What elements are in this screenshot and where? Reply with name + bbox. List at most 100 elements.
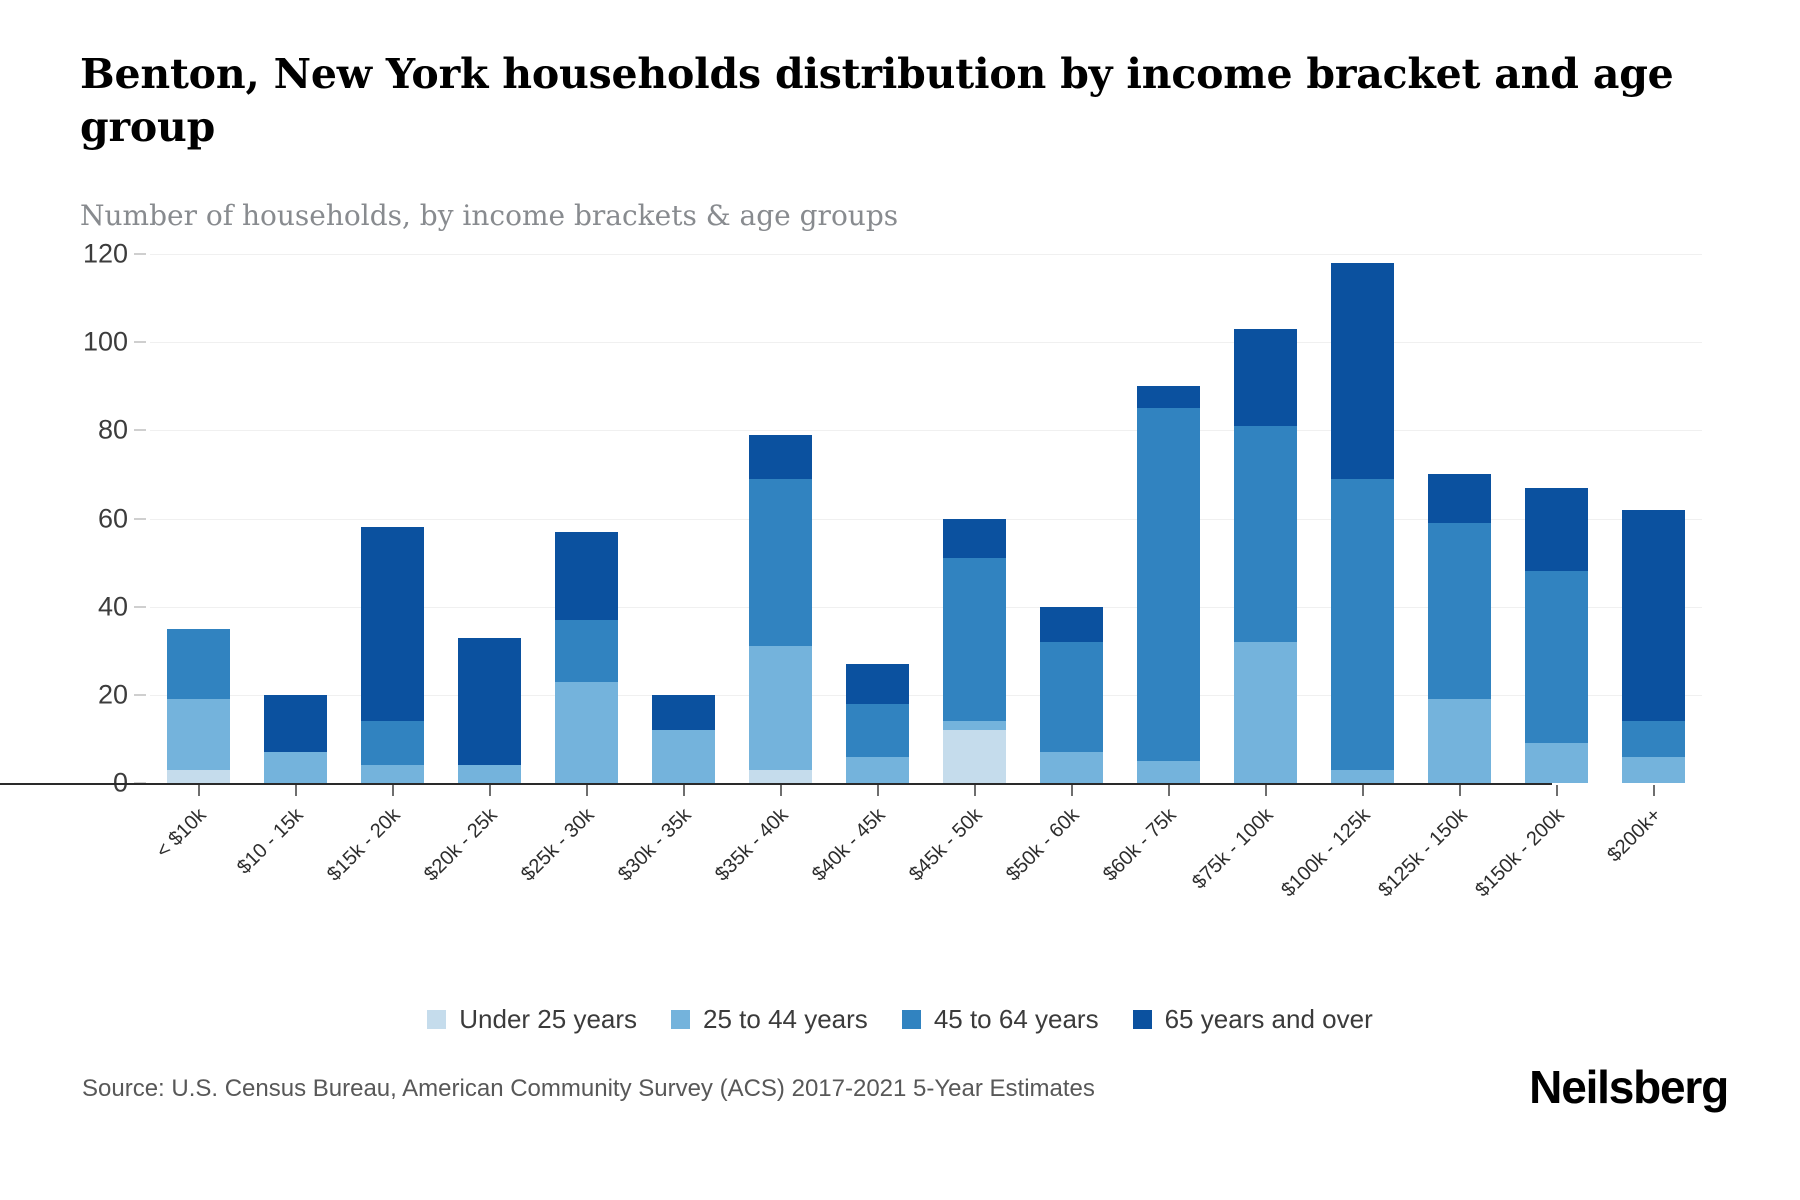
bar-segment[interactable] [1234, 328, 1297, 426]
bar-segment[interactable] [1525, 743, 1588, 783]
stacked-bar[interactable] [846, 664, 909, 783]
bar-segment[interactable] [1525, 487, 1588, 572]
stacked-bar[interactable] [1622, 509, 1685, 783]
bar-segment[interactable] [943, 518, 1006, 559]
stacked-bar[interactable] [1525, 487, 1588, 783]
bar-segment[interactable] [555, 531, 618, 620]
bar-segment[interactable] [458, 637, 521, 766]
bar-segment[interactable] [1331, 769, 1394, 783]
bar-group[interactable] [1314, 254, 1411, 783]
x-tick-slot [1314, 785, 1411, 799]
legend-item[interactable]: 65 years and over [1132, 1004, 1373, 1035]
bar-segment[interactable] [652, 694, 715, 731]
y-axis-tick-label: 80 [97, 414, 128, 445]
bar-segment[interactable] [846, 664, 909, 704]
stacked-bar[interactable] [943, 518, 1006, 783]
stacked-bar[interactable] [1428, 474, 1491, 783]
x-tick-slot [926, 785, 1023, 799]
bar-segment[interactable] [943, 558, 1006, 722]
bar-segment[interactable] [167, 769, 230, 783]
bar-segment[interactable] [1234, 425, 1297, 642]
bar-group[interactable] [732, 254, 829, 783]
x-axis-tick-mark [1652, 785, 1655, 796]
bar-segment[interactable] [361, 765, 424, 783]
bar-segment[interactable] [943, 730, 1006, 783]
y-axis-tick-mark [134, 253, 146, 255]
bar-segment[interactable] [1331, 478, 1394, 770]
bar-segment[interactable] [749, 646, 812, 770]
bar-group[interactable] [1217, 254, 1314, 783]
y-axis-tick-mark [134, 693, 146, 696]
bar-segment[interactable] [846, 756, 909, 783]
bar-segment[interactable] [1622, 509, 1685, 722]
stacked-bar[interactable] [555, 531, 618, 783]
x-label-slot: $50k - 60k [1001, 800, 1120, 910]
bar-segment[interactable] [846, 703, 909, 757]
bar-segment[interactable] [1040, 606, 1103, 642]
stacked-bar[interactable] [1331, 262, 1394, 783]
x-label-slot: $60k - 75k [1098, 800, 1217, 910]
bar-segment[interactable] [1525, 571, 1588, 744]
bar-group[interactable] [247, 254, 344, 783]
bar-group[interactable] [1605, 254, 1702, 783]
x-axis-tick-mark [391, 785, 394, 796]
bar-segment[interactable] [1428, 699, 1491, 783]
stacked-bar[interactable] [264, 694, 327, 783]
bar-segment[interactable] [1137, 408, 1200, 761]
bar-segment[interactable] [749, 769, 812, 783]
bar-segment[interactable] [1622, 721, 1685, 757]
x-label-slot: $150k - 200k [1471, 800, 1605, 910]
bar-group[interactable] [635, 254, 732, 783]
bar-group[interactable] [150, 254, 247, 783]
x-tick-slot [1120, 785, 1217, 799]
legend-item[interactable]: 25 to 44 years [671, 1004, 868, 1035]
bar-group[interactable] [1023, 254, 1120, 783]
stacked-bar[interactable] [458, 637, 521, 783]
bar-segment[interactable] [361, 527, 424, 722]
bar-segment[interactable] [264, 752, 327, 783]
stacked-bar[interactable] [167, 628, 230, 783]
source-note: Source: U.S. Census Bureau, American Com… [82, 1075, 1095, 1102]
bar-segment[interactable] [943, 721, 1006, 731]
stacked-bar[interactable] [1234, 328, 1297, 783]
bar-segment[interactable] [167, 628, 230, 700]
bar-group[interactable] [538, 254, 635, 783]
bar-group[interactable] [441, 254, 538, 783]
legend-item[interactable]: Under 25 years [427, 1004, 637, 1035]
bar-segment[interactable] [361, 721, 424, 766]
bar-group[interactable] [829, 254, 926, 783]
stacked-bar[interactable] [361, 527, 424, 783]
bar-segment[interactable] [1137, 760, 1200, 783]
bar-group[interactable] [1508, 254, 1605, 783]
bar-segment[interactable] [1428, 522, 1491, 700]
bar-segment[interactable] [555, 681, 618, 783]
stacked-bar[interactable] [749, 434, 812, 783]
legend-item[interactable]: 45 to 64 years [901, 1004, 1099, 1035]
x-label-slot: $35k - 40k [710, 800, 829, 910]
stacked-bar[interactable] [652, 694, 715, 783]
x-tick-slot [1217, 785, 1314, 799]
stacked-bar[interactable] [1137, 386, 1200, 783]
bar-segment[interactable] [652, 730, 715, 783]
bar-segment[interactable] [1622, 756, 1685, 783]
stacked-bar[interactable] [1040, 606, 1103, 783]
gridline [150, 342, 1702, 344]
x-tick-slot [1605, 785, 1702, 799]
bar-group[interactable] [1120, 254, 1217, 783]
bar-segment[interactable] [167, 699, 230, 770]
bar-segment[interactable] [264, 694, 327, 753]
bar-segment[interactable] [749, 434, 812, 479]
bar-segment[interactable] [1234, 641, 1297, 783]
x-label-slot: $30k - 35k [613, 800, 732, 910]
bar-segment[interactable] [1428, 474, 1491, 523]
bar-group[interactable] [1411, 254, 1508, 783]
bar-segment[interactable] [458, 765, 521, 783]
bar-segment[interactable] [749, 478, 812, 647]
bar-segment[interactable] [1331, 262, 1394, 479]
bar-segment[interactable] [1040, 752, 1103, 783]
bar-group[interactable] [926, 254, 1023, 783]
bar-group[interactable] [344, 254, 441, 783]
bar-segment[interactable] [1137, 386, 1200, 409]
bar-segment[interactable] [1040, 641, 1103, 753]
bar-segment[interactable] [555, 619, 618, 682]
